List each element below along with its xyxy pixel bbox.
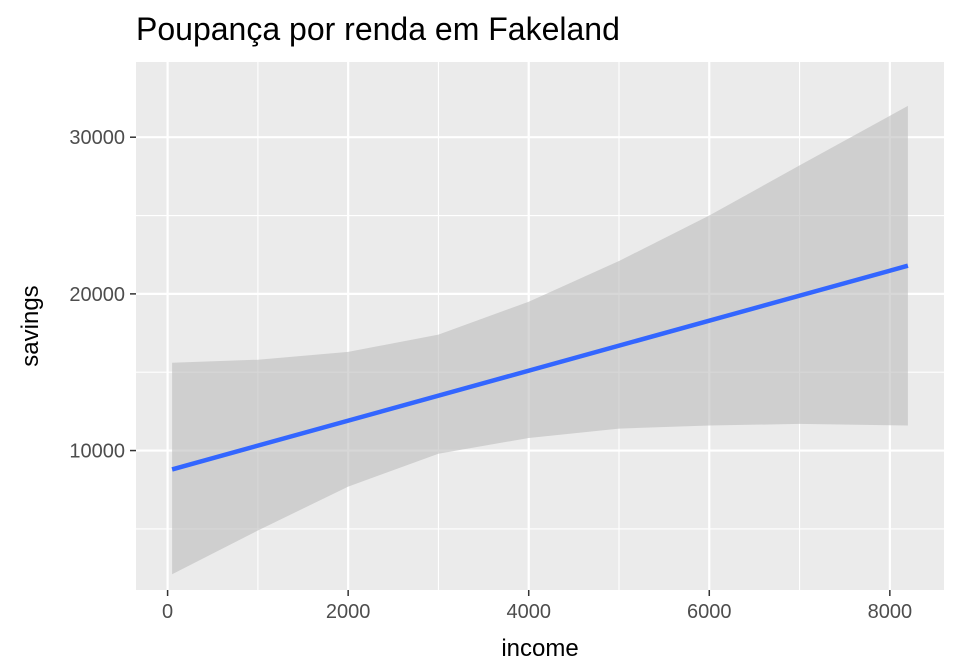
y-axis-title: savings xyxy=(17,285,44,366)
x-tick-label: 6000 xyxy=(687,601,732,623)
regression-line xyxy=(171,263,909,472)
x-tick-label: 2000 xyxy=(326,601,371,623)
x-axis-title: income xyxy=(501,635,578,662)
y-axis: 10000 20000 30000 xyxy=(69,127,136,463)
x-axis: 0 2000 4000 6000 8000 xyxy=(162,590,912,623)
x-tick-label: 8000 xyxy=(868,601,913,623)
x-tick-label: 0 xyxy=(162,601,173,623)
chart-title: Poupança por renda em Fakeland xyxy=(136,11,620,47)
confidence-band xyxy=(172,105,908,575)
series-group xyxy=(171,263,909,472)
y-tick-label: 20000 xyxy=(69,284,125,306)
x-tick-label: 4000 xyxy=(506,601,551,623)
y-tick-label: 10000 xyxy=(69,441,125,463)
y-tick-label: 30000 xyxy=(69,127,125,149)
